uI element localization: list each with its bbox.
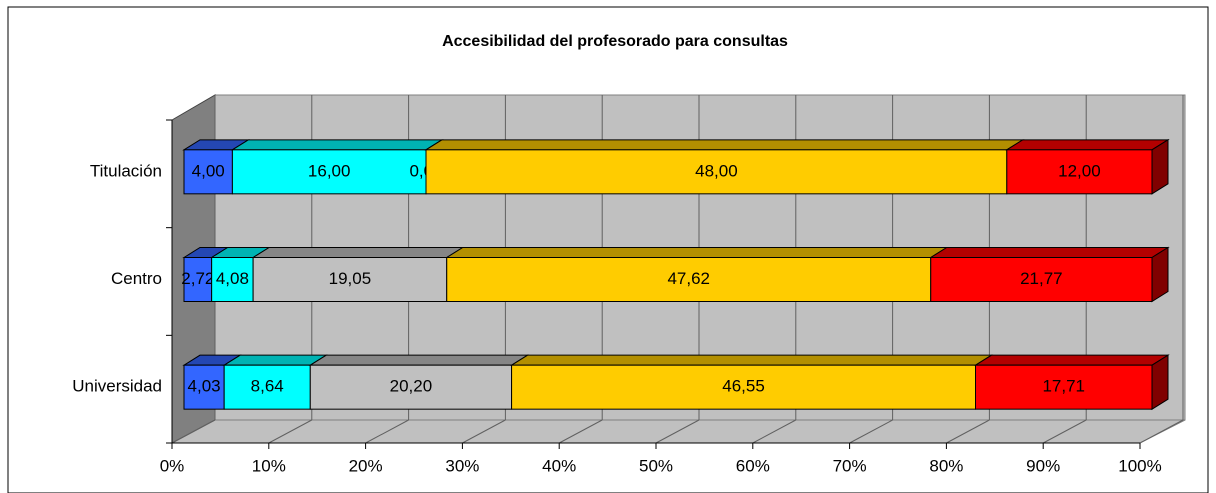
data-label: 4,00	[192, 161, 225, 180]
floor-grid-line	[752, 419, 797, 444]
data-label: 20,20	[390, 377, 433, 396]
bar	[231, 149, 427, 195]
floor-grid-line	[462, 419, 506, 444]
floor-grid-line	[558, 419, 603, 444]
bar-top	[1005, 139, 1170, 151]
floor-grid-line	[946, 419, 990, 444]
x-tick-label: 50%	[639, 456, 673, 475]
x-tick-label: 100%	[1118, 456, 1161, 475]
bar-top	[973, 354, 1170, 366]
floor-grid-line	[268, 419, 313, 444]
bar	[511, 364, 977, 410]
x-tick-label: 80%	[929, 456, 963, 475]
bar-top	[444, 247, 949, 258]
bar-side	[1151, 246, 1169, 303]
data-label: 2,72	[181, 269, 214, 288]
bar	[223, 364, 311, 410]
bar-side	[1151, 138, 1169, 195]
bar	[252, 257, 448, 302]
bar-top	[424, 139, 1025, 151]
data-label: 4,03	[188, 377, 221, 396]
bar	[930, 257, 1153, 302]
bar-top	[509, 354, 994, 366]
floor-grid-line	[365, 419, 409, 444]
bar	[446, 257, 932, 302]
bars: 4,03 8,64 20,20 46,55 17,71 2,72 4,08 19,05 47,6…	[181, 138, 1170, 411]
floor-grid-line	[655, 419, 700, 444]
bar	[183, 257, 213, 302]
bar-top	[251, 247, 465, 258]
data-label: 17,71	[1042, 377, 1085, 396]
bar	[183, 149, 233, 195]
x-tick-label: 30%	[445, 456, 479, 475]
bar-top	[928, 247, 1170, 258]
floor-grid-line	[849, 419, 893, 444]
x-tick-label: 40%	[542, 456, 576, 475]
data-label: 47,62	[667, 269, 710, 288]
y-tick-label: Centro	[111, 269, 162, 288]
bar	[309, 364, 513, 410]
floor-grid-line	[1139, 419, 1184, 444]
x-tick-label: 90%	[1026, 456, 1060, 475]
y-tick-label: Titulación	[90, 161, 162, 180]
x-tick-label: 0%	[160, 456, 185, 475]
bar-top	[222, 354, 329, 366]
bar	[211, 257, 254, 302]
x-tick-label: 60%	[736, 456, 770, 475]
bar	[425, 149, 1008, 195]
chart-title: Accesibilidad del profesorado para consu…	[442, 33, 788, 50]
data-label: 21,77	[1020, 269, 1063, 288]
y-tick-label: Universidad	[72, 377, 162, 396]
x-tick-label: 70%	[833, 456, 867, 475]
data-label: 4,08	[216, 269, 249, 288]
floor-grid-line	[171, 419, 216, 444]
x-tick-label: 10%	[252, 456, 286, 475]
data-label: 12,00	[1058, 161, 1101, 180]
bar	[1006, 149, 1153, 195]
floor-grid-line	[1042, 419, 1087, 444]
bar-top	[230, 139, 444, 151]
x-tick-label: 20%	[349, 456, 383, 475]
bar-side	[1151, 354, 1169, 411]
data-label: 19,05	[329, 269, 372, 288]
bar-top	[308, 354, 530, 366]
data-label: 48,00	[695, 161, 738, 180]
bar	[183, 364, 225, 410]
data-label: 46,55	[722, 377, 765, 396]
bar	[975, 364, 1153, 410]
data-label: 8,64	[251, 377, 284, 396]
data-label: 16,00	[308, 161, 351, 180]
